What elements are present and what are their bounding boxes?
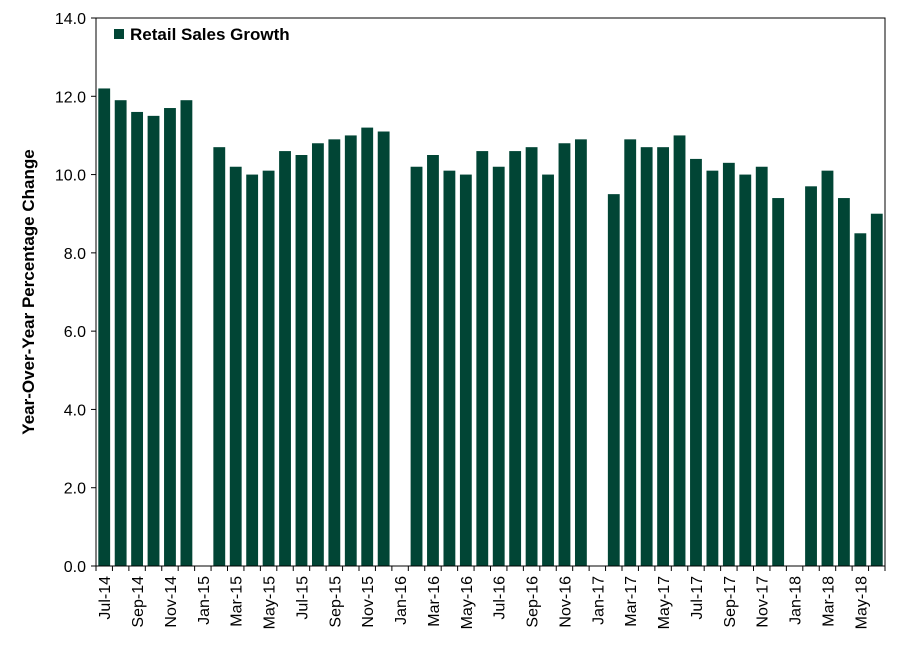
- bar-aug-14: [114, 100, 127, 566]
- bar-feb-16: [410, 166, 423, 566]
- bar-may-17: [657, 147, 670, 566]
- y-tick-label: 14.0: [55, 11, 86, 28]
- x-tick-label: Sep-15: [327, 576, 344, 628]
- bar-apr-15: [246, 174, 259, 567]
- bar-may-16: [459, 174, 472, 567]
- x-tick-label: Jan-18: [788, 576, 805, 625]
- bar-apr-18: [837, 198, 850, 567]
- bar-dec-15: [377, 131, 390, 566]
- x-tick-label: Jan-15: [196, 576, 213, 625]
- bar-jul-14: [98, 88, 111, 566]
- bars-group: [98, 88, 883, 567]
- bar-dec-16: [574, 139, 587, 567]
- bar-apr-16: [443, 170, 456, 566]
- y-tick-label: 6.0: [64, 324, 86, 341]
- bar-sep-14: [131, 111, 144, 566]
- bar-jun-18: [870, 213, 883, 566]
- x-tick-label: Jul-16: [492, 576, 509, 620]
- y-tick-label: 10.0: [55, 168, 86, 185]
- y-tick-label: 2.0: [64, 481, 86, 498]
- x-tick-label: Mar-18: [820, 576, 837, 627]
- bar-jun-16: [476, 151, 489, 567]
- bar-aug-17: [706, 170, 719, 566]
- x-tick-label: Mar-17: [623, 576, 640, 627]
- y-tick-label: 12.0: [55, 89, 86, 106]
- x-tick-label: Jul-14: [97, 576, 114, 620]
- bar-aug-16: [509, 151, 522, 567]
- x-tick-label: Mar-16: [426, 576, 443, 627]
- bar-jul-16: [492, 166, 505, 566]
- bar-feb-15: [213, 147, 226, 566]
- bar-nov-15: [361, 127, 374, 566]
- bar-oct-16: [542, 174, 554, 567]
- x-tick-label: Mar-15: [229, 576, 246, 627]
- legend-label: Retail Sales Growth: [130, 25, 290, 44]
- x-tick-label: May-16: [459, 576, 476, 629]
- bar-nov-14: [164, 108, 176, 567]
- legend-swatch: [114, 29, 124, 39]
- bar-dec-17: [772, 198, 785, 567]
- bar-jul-15: [295, 155, 308, 566]
- y-axis-ticks: 0.0 2.0 4.0 6.0 8.0 10.0 12.0 14.0: [55, 11, 96, 576]
- bar-aug-15: [311, 143, 324, 566]
- x-tick-label: Jul-15: [294, 576, 311, 620]
- bar-apr-17: [640, 147, 653, 566]
- bar-oct-15: [344, 135, 357, 566]
- y-tick-label: 8.0: [64, 246, 86, 263]
- bar-sep-15: [328, 139, 341, 567]
- x-tick-label: Sep-16: [525, 576, 542, 628]
- x-tick-label: May-18: [853, 576, 870, 629]
- bar-dec-14: [180, 100, 193, 566]
- bar-sep-16: [525, 147, 538, 566]
- y-axis-title-group: Year-Over-Year Percentage Change: [19, 149, 38, 434]
- bar-nov-17: [755, 166, 768, 566]
- bar-oct-14: [147, 115, 160, 566]
- bar-may-18: [854, 233, 867, 567]
- y-tick-label: 4.0: [64, 402, 86, 419]
- bar-jun-17: [673, 135, 686, 566]
- bar-may-15: [262, 170, 275, 566]
- bar-jul-17: [690, 158, 702, 566]
- bar-mar-16: [427, 155, 439, 566]
- bar-nov-16: [558, 143, 571, 566]
- x-tick-label: Nov-14: [163, 576, 180, 628]
- x-tick-label: Jan-17: [590, 576, 607, 625]
- bar-mar-17: [624, 139, 637, 567]
- x-axis-ticks: Jul-14 Sep-14 Nov-14 Jan-15 Mar-15 May-15 Jul-…: [95, 566, 886, 629]
- x-tick-label: May-15: [262, 576, 279, 629]
- bar-mar-15: [229, 166, 242, 566]
- bar-feb-18: [805, 186, 817, 567]
- x-tick-label: Jul-17: [689, 576, 706, 620]
- bar-jun-15: [279, 151, 291, 567]
- x-tick-label: Nov-16: [557, 576, 574, 628]
- x-tick-label: Nov-15: [360, 576, 377, 628]
- bar-feb-17: [607, 194, 620, 566]
- bar-sep-17: [722, 162, 735, 567]
- y-tick-label: 0.0: [64, 559, 86, 576]
- x-tick-label: Sep-17: [722, 576, 739, 628]
- x-tick-label: May-17: [656, 576, 673, 629]
- x-tick-label: Nov-17: [755, 576, 772, 628]
- bar-mar-18: [821, 170, 834, 566]
- y-axis-title: Year-Over-Year Percentage Change: [19, 149, 38, 434]
- bar-oct-17: [739, 174, 752, 567]
- x-tick-label: Sep-14: [130, 576, 147, 628]
- legend: Retail Sales Growth: [114, 25, 290, 44]
- x-tick-label: Jan-16: [393, 576, 410, 625]
